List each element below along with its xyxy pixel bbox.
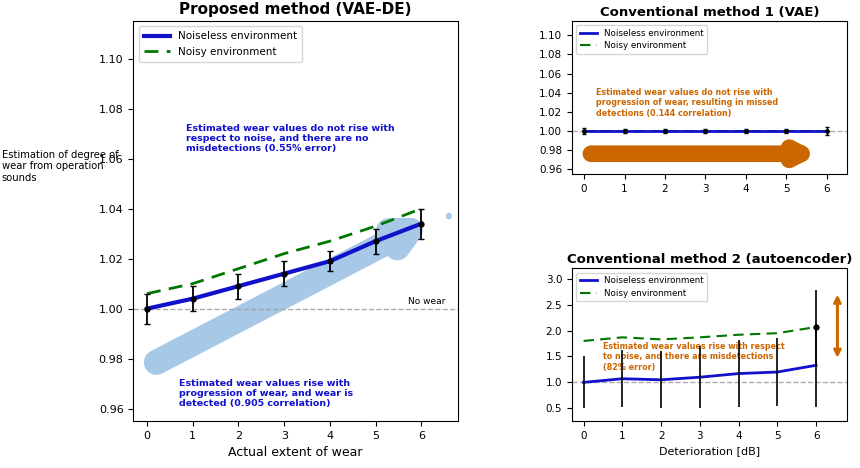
Noiseless environment: [740, 128, 751, 134]
Text: Estimated wear values do not rise with
respect to noise, and there are no
misdet: Estimated wear values do not rise with r…: [186, 124, 395, 154]
Title: Conventional method 1 (VAE): Conventional method 1 (VAE): [599, 6, 820, 19]
Noisy environment: [416, 206, 427, 212]
Noisy environment: [656, 336, 667, 342]
Noiseless environment: [734, 371, 744, 376]
Noiseless environment: [416, 221, 427, 227]
Title: Conventional method 2 (autoencoder): Conventional method 2 (autoencoder): [567, 253, 852, 266]
Line: Noisy environment: Noisy environment: [147, 209, 421, 293]
Noisy environment: [619, 128, 630, 134]
Noiseless environment: [772, 369, 783, 375]
Noisy environment: [811, 324, 821, 330]
Noiseless environment: [695, 374, 705, 380]
Noisy environment: [660, 128, 670, 134]
Noiseless environment: [700, 128, 710, 134]
Legend: Noiseless environment, Noisy environment: Noiseless environment, Noisy environment: [138, 26, 303, 62]
Noisy environment: [772, 330, 783, 336]
Title: Proposed method (VAE-DE): Proposed method (VAE-DE): [180, 2, 412, 17]
Noiseless environment: [579, 380, 589, 385]
Noisy environment: [781, 128, 791, 134]
Noisy environment: [279, 251, 289, 256]
Noisy environment: [617, 335, 628, 340]
Text: Estimation of degree of
wear from operation
sounds: Estimation of degree of wear from operat…: [2, 150, 119, 183]
Noisy environment: [740, 128, 751, 134]
Line: Noisy environment: Noisy environment: [584, 327, 816, 341]
Noiseless environment: [187, 296, 198, 301]
Text: Estimated wear values rise with respect
to noise, and there are misdetections
(8: Estimated wear values rise with respect …: [603, 342, 784, 372]
Noisy environment: [142, 291, 152, 296]
Noiseless environment: [781, 128, 791, 134]
X-axis label: Deterioration [dB]: Deterioration [dB]: [659, 446, 760, 456]
Noiseless environment: [579, 128, 589, 134]
Noiseless environment: [142, 306, 152, 312]
Noiseless environment: [656, 377, 667, 383]
Noiseless environment: [233, 283, 243, 289]
Noisy environment: [187, 281, 198, 286]
Noiseless environment: [371, 238, 381, 244]
Noiseless environment: [279, 271, 289, 277]
Line: Noiseless environment: Noiseless environment: [584, 366, 816, 382]
Line: Noiseless environment: Noiseless environment: [147, 224, 421, 309]
Noiseless environment: [325, 258, 335, 264]
Text: Estimated wear values rise with
progression of wear, and wear is
detected (0.905: Estimated wear values rise with progress…: [179, 379, 353, 409]
Noisy environment: [700, 128, 710, 134]
Noiseless environment: [811, 363, 821, 368]
Noiseless environment: [617, 376, 628, 381]
Noiseless environment: [660, 128, 670, 134]
Noisy environment: [821, 128, 832, 134]
Noisy environment: [325, 238, 335, 244]
Text: No wear: No wear: [408, 297, 445, 306]
Noisy environment: [734, 332, 744, 337]
Legend: Noiseless environment, Noisy environment: Noiseless environment, Noisy environment: [576, 273, 708, 301]
Legend: Noiseless environment, Noisy environment: Noiseless environment, Noisy environment: [576, 25, 708, 54]
Noiseless environment: [619, 128, 630, 134]
Noisy environment: [233, 266, 243, 271]
Noisy environment: [695, 335, 705, 340]
Noisy environment: [371, 223, 381, 229]
Noisy environment: [579, 338, 589, 344]
Text: Estimated wear values do not rise with
progression of wear, resulting in missed
: Estimated wear values do not rise with p…: [596, 88, 778, 117]
Noisy environment: [579, 128, 589, 134]
X-axis label: Actual extent of wear: Actual extent of wear: [229, 446, 363, 460]
Noiseless environment: [821, 128, 832, 134]
